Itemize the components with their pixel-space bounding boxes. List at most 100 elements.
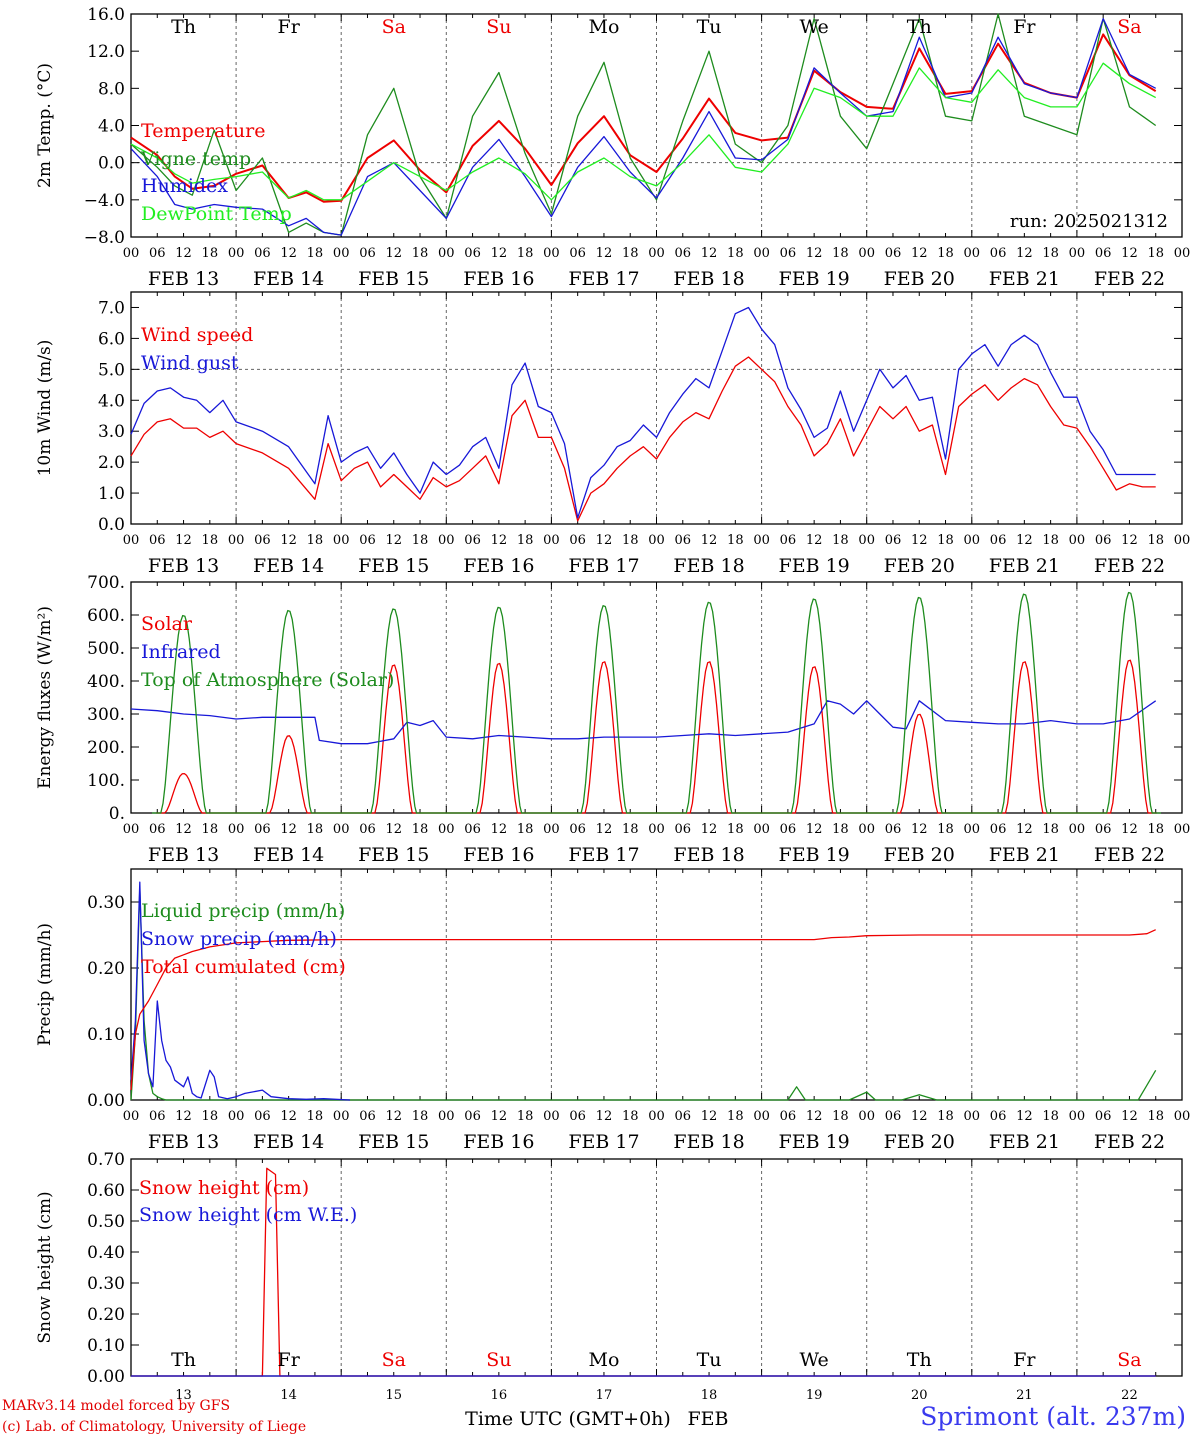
hour-tick-label: 18 (517, 822, 534, 837)
hour-tick-label: 06 (254, 822, 271, 837)
hour-tick-label: 00 (228, 822, 245, 837)
hour-tick-label: 00 (858, 533, 875, 548)
y-axis-label: Energy fluxes (W/m²) (35, 606, 55, 789)
day-number-label: 13 (175, 1388, 192, 1403)
panel-2: 0.0 1.0 2.0 3.0 4.0 5.0 6.0 7.0 10m Wind (m/s) Wi… (35, 291, 1190, 577)
weekday-label: Fr (278, 1349, 301, 1371)
hour-tick-label: 12 (175, 1109, 192, 1124)
hour-tick-label: 00 (228, 533, 245, 548)
legend-entry: Temperature (141, 120, 265, 142)
weekday-label: Th (171, 16, 196, 38)
weekday-label: Sa (382, 1349, 406, 1371)
panel-3: 0. 100. 200. 300. 400. 500. 600. 700. Energy flu… (35, 573, 1190, 866)
x-axis-month: FEB (687, 1408, 728, 1430)
hour-tick-label: 00 (753, 822, 770, 837)
hour-tick-label: 18 (412, 1109, 429, 1124)
model-credit: MARv3.14 model forced by GFS (2, 1398, 231, 1414)
hour-tick-label: 18 (412, 822, 429, 837)
y-tick-label: 0. (109, 804, 125, 824)
hour-tick-label: 00 (753, 246, 770, 261)
weekday-label: Fr (1013, 16, 1036, 38)
hour-tick-label: 18 (832, 822, 849, 837)
hour-tick-label: 18 (622, 246, 639, 261)
day-label: FEB 22 (1094, 555, 1165, 577)
series-line-2 (130, 306, 1156, 519)
hour-tick-label: 12 (701, 246, 718, 261)
hour-tick-label: 06 (675, 822, 692, 837)
day-label: FEB 15 (358, 844, 429, 866)
series-group (130, 13, 1157, 236)
day-label: FEB 14 (253, 1131, 324, 1153)
series-line-1 (130, 33, 1157, 203)
weekday-label: Sa (382, 16, 406, 38)
hour-tick-label: 18 (832, 246, 849, 261)
hour-tick-label: 06 (569, 246, 586, 261)
day-number-label: 18 (701, 1388, 718, 1403)
y-tick-label: 0.00 (87, 1367, 125, 1387)
y-tick-label: 4.0 (98, 117, 125, 137)
hour-tick-label: 00 (964, 246, 981, 261)
hour-tick-label: 00 (753, 1109, 770, 1124)
hour-tick-label: 00 (333, 1109, 350, 1124)
series-line-2 (130, 881, 351, 1101)
hour-tick-label: 00 (1069, 246, 1086, 261)
hour-tick-label: 00 (964, 822, 981, 837)
hour-tick-label: 00 (648, 822, 665, 837)
legend-entry: Solar (141, 613, 193, 635)
hour-tick-label: 06 (780, 246, 797, 261)
y-tick-label: 500. (87, 639, 125, 659)
hour-tick-label: 00 (1174, 822, 1191, 837)
hour-tick-label: 12 (280, 822, 297, 837)
hour-tick-label: 06 (254, 1109, 271, 1124)
y-tick-label: 0.20 (87, 959, 125, 979)
hour-tick-label: 06 (464, 246, 481, 261)
day-label: FEB 18 (673, 268, 744, 290)
y-tick-label: 0.00 (87, 1091, 125, 1111)
legend-entry: Snow precip (mm/h) (141, 928, 337, 950)
hour-tick-label: 12 (385, 246, 402, 261)
legend-entry: Snow height (cm W.E.) (139, 1204, 357, 1226)
series-group (130, 591, 1161, 814)
legend-entry: Infrared (141, 641, 221, 663)
y-tick-label: 200. (87, 738, 125, 758)
hour-tick-label: 06 (990, 246, 1007, 261)
day-label: FEB 16 (463, 1131, 534, 1153)
hour-tick-label: 00 (858, 822, 875, 837)
hour-tick-label: 12 (911, 533, 928, 548)
hour-tick-label: 18 (937, 1109, 954, 1124)
hour-tick-label: 12 (385, 822, 402, 837)
hour-tick-label: 18 (517, 1109, 534, 1124)
y-tick-label: 0.10 (87, 1336, 125, 1356)
hour-tick-label: 00 (123, 533, 140, 548)
series-line-3 (152, 591, 1161, 814)
day-label: FEB 16 (463, 555, 534, 577)
hour-tick-label: 06 (149, 822, 166, 837)
y-tick-label: 3.0 (98, 422, 125, 442)
hour-tick-label: 18 (1042, 822, 1059, 837)
hour-tick-label: 18 (517, 533, 534, 548)
series-line-1 (130, 356, 1156, 522)
legend-entry: Wind speed (141, 324, 253, 346)
hour-tick-label: 18 (412, 533, 429, 548)
hour-tick-label: 06 (359, 1109, 376, 1124)
y-tick-label: 0.50 (87, 1212, 125, 1232)
y-tick-label: 0.0 (98, 515, 125, 535)
hour-tick-label: 06 (990, 533, 1007, 548)
hour-tick-label: 12 (280, 1109, 297, 1124)
day-label: FEB 13 (148, 268, 219, 290)
weekday-label: Su (486, 16, 511, 38)
day-label: FEB 20 (884, 844, 955, 866)
hour-tick-label: 06 (885, 246, 902, 261)
day-label: FEB 17 (568, 844, 639, 866)
y-tick-label: 1.0 (98, 484, 125, 504)
hour-tick-label: 06 (675, 1109, 692, 1124)
hour-tick-label: 06 (464, 533, 481, 548)
hour-tick-label: 06 (359, 822, 376, 837)
day-label: FEB 18 (673, 555, 744, 577)
hour-tick-label: 12 (280, 533, 297, 548)
day-label: FEB 17 (568, 268, 639, 290)
hour-tick-label: 12 (911, 246, 928, 261)
hour-tick-label: 06 (675, 246, 692, 261)
hour-tick-label: 12 (491, 246, 508, 261)
hour-tick-label: 18 (307, 533, 324, 548)
